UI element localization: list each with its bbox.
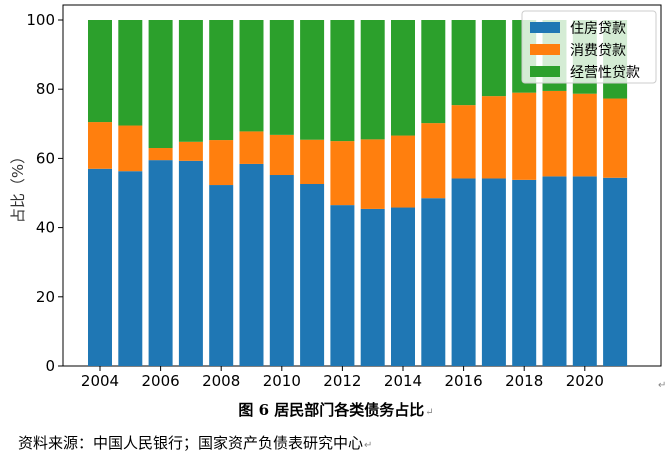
- bar-2017-series-0: [481, 178, 506, 366]
- bar-2012-series-2: [330, 20, 355, 142]
- paragraph-mark: ↵: [425, 407, 434, 418]
- legend-label: 住房贷款: [570, 21, 626, 37]
- legend-swatch: [530, 44, 560, 55]
- source-text: 资料来源：中国人民银行；国家资产负债表研究中心: [18, 434, 364, 452]
- x-tick-label: 2010: [263, 372, 301, 390]
- bar-2016-series-0: [451, 178, 476, 366]
- bar-2009-series-1: [239, 131, 264, 164]
- legend-label: 消费贷款: [570, 43, 626, 59]
- bar-2014-series-1: [391, 135, 415, 208]
- bar-2021-series-0: [603, 177, 628, 366]
- bar-2007-series-1: [178, 141, 203, 161]
- bar-2008-series-2: [209, 20, 234, 141]
- bar-2015-series-2: [421, 20, 446, 124]
- y-tick-label: 40: [36, 219, 55, 237]
- legend-swatch: [530, 66, 560, 77]
- y-tick-label: 100: [26, 11, 55, 29]
- bar-2011-series-0: [300, 184, 325, 366]
- bar-2011-series-1: [300, 139, 325, 185]
- bar-2010-series-1: [269, 134, 294, 176]
- bar-2013-series-1: [360, 139, 385, 209]
- legend-swatch: [530, 22, 560, 33]
- bar-2016-series-2: [451, 20, 476, 106]
- bar-2008-series-1: [209, 140, 234, 186]
- x-tick-label: 2016: [445, 372, 483, 390]
- bar-2017-series-2: [481, 20, 506, 97]
- bar-2020-series-0: [572, 176, 597, 366]
- y-tick-label: 20: [36, 288, 55, 306]
- paragraph-mark: ↵: [658, 380, 667, 391]
- bar-2007-series-0: [178, 160, 203, 366]
- y-tick-label: 0: [45, 357, 55, 375]
- bar-2018-series-1: [512, 92, 537, 180]
- bar-2015-series-0: [421, 198, 446, 366]
- bar-2016-series-1: [451, 105, 476, 179]
- bar-2019-series-1: [542, 90, 567, 177]
- y-axis: 0 20 40 60 80 100: [26, 11, 63, 375]
- paragraph-mark: ↵: [364, 440, 373, 451]
- x-axis: 2004 2006 2008 2010 2012 2014 2016 2018 2020: [81, 366, 604, 390]
- bar-2019-series-0: [542, 176, 567, 366]
- x-tick-label: 2006: [142, 372, 180, 390]
- bar-2017-series-1: [481, 96, 506, 179]
- y-tick-label: 80: [36, 80, 55, 98]
- bar-2013-series-2: [360, 20, 385, 140]
- bar-2006-series-2: [148, 20, 173, 149]
- x-tick-label: 2018: [505, 372, 543, 390]
- bar-2007-series-2: [178, 20, 203, 142]
- bar-2004-series-0: [88, 168, 112, 366]
- x-tick-label: 2004: [81, 372, 119, 390]
- legend-label: 经营性贷款: [570, 65, 640, 81]
- bar-2009-series-0: [239, 163, 264, 366]
- x-tick-label: 2012: [323, 372, 361, 390]
- bar-group: [88, 20, 628, 366]
- caption-text: 图 6 居民部门各类债务占比: [238, 401, 425, 419]
- stacked-bar-chart: 0 20 40 60 80 100 2004 2006 2008 2010 2012 2014 201…: [9, 4, 662, 390]
- bar-2006-series-1: [148, 148, 173, 161]
- bar-2012-series-1: [330, 141, 355, 206]
- bar-2008-series-0: [209, 185, 234, 366]
- y-axis-label: 占比（%）: [9, 149, 27, 223]
- x-tick-label: 2008: [202, 372, 240, 390]
- bar-2020-series-1: [572, 93, 597, 177]
- bar-2010-series-2: [269, 20, 294, 135]
- bar-2006-series-0: [148, 160, 173, 366]
- bar-2018-series-0: [512, 179, 537, 366]
- bar-2005-series-0: [118, 171, 143, 366]
- y-tick-label: 60: [36, 149, 55, 167]
- bar-2011-series-2: [300, 20, 325, 140]
- figure-caption: 图 6 居民部门各类债务占比↵: [0, 399, 672, 420]
- x-tick-label: 2020: [566, 372, 604, 390]
- bar-2021-series-1: [603, 98, 628, 178]
- source-note: 资料来源：中国人民银行；国家资产负债表研究中心↵: [18, 432, 372, 453]
- bar-2009-series-2: [239, 20, 264, 132]
- bar-2010-series-0: [269, 175, 294, 366]
- x-tick-label: 2014: [384, 372, 422, 390]
- bar-2005-series-1: [118, 125, 143, 172]
- bar-2012-series-0: [330, 205, 355, 366]
- bar-2005-series-2: [118, 20, 143, 126]
- bar-2014-series-2: [391, 20, 415, 136]
- bar-2015-series-1: [421, 123, 446, 199]
- bar-2004-series-1: [88, 122, 112, 169]
- bar-2014-series-0: [391, 207, 415, 366]
- bar-2013-series-0: [360, 208, 385, 366]
- bar-2004-series-2: [88, 20, 112, 123]
